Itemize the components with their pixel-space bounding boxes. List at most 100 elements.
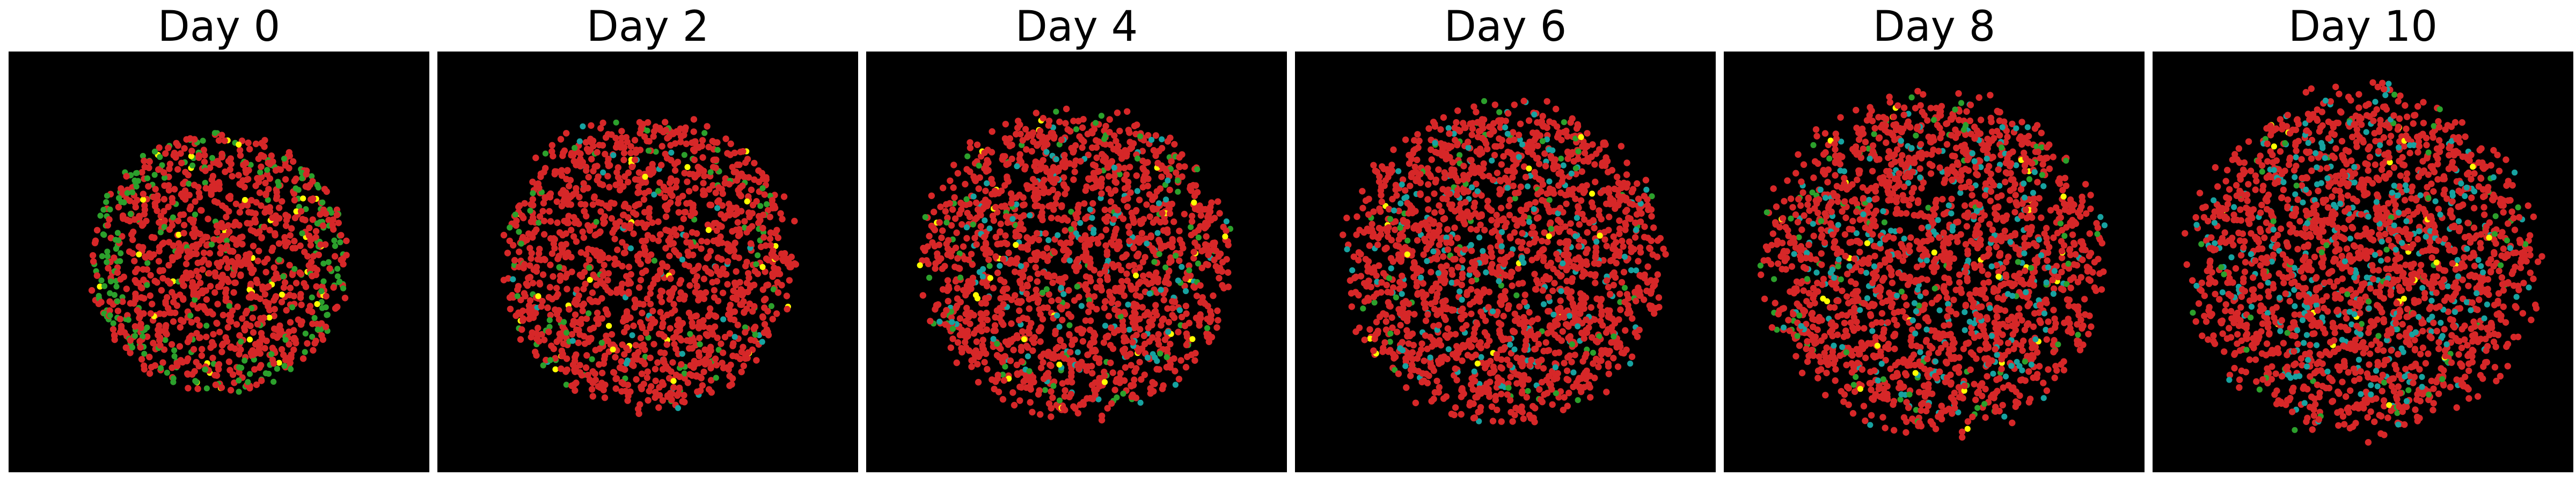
cell-dot: [256, 228, 263, 235]
cell-dot: [735, 254, 742, 261]
cell-dot: [587, 276, 593, 283]
cell-dot: [211, 371, 218, 379]
cell-dot: [1388, 314, 1395, 321]
cell-dot: [730, 246, 737, 253]
cell-dot: [543, 356, 550, 364]
cell-dot: [306, 224, 313, 231]
cell-dot: [553, 284, 560, 292]
cell-dot: [1494, 406, 1501, 413]
cell-dot: [1133, 172, 1140, 179]
cell-dot: [552, 355, 559, 362]
cell-dot: [1051, 272, 1058, 280]
cell-dot: [1121, 185, 1129, 192]
cell-dot: [298, 301, 305, 309]
cell-dot: [791, 260, 798, 267]
cell-dot: [705, 143, 712, 151]
cell-dot: [706, 305, 714, 312]
cell-dot: [514, 293, 521, 299]
cell-dot: [246, 145, 253, 153]
cell-dot: [638, 370, 646, 377]
cell-dot: [1204, 214, 1211, 221]
cell-dot: [948, 247, 955, 255]
cell-dot: [333, 304, 340, 311]
cell-dot: [594, 309, 601, 317]
cell-dot: [1036, 128, 1044, 135]
cell-dot: [690, 201, 697, 208]
cell-dot: [250, 243, 257, 250]
cell-dot: [1127, 189, 1134, 196]
cell-dot: [103, 199, 109, 206]
cell-dot: [648, 251, 655, 258]
cell-dot: [636, 401, 643, 408]
cell-dot: [712, 164, 719, 171]
cell-dot: [193, 283, 200, 290]
cell-dot: [225, 278, 232, 286]
cell-dot: [1211, 257, 1218, 264]
cell-dot: [97, 283, 103, 290]
cell-dot: [969, 274, 977, 282]
cell-dot: [991, 385, 998, 393]
cell-dot: [270, 297, 277, 304]
cell-dot: [1578, 388, 1585, 396]
cell-dot: [1532, 199, 1539, 206]
cell-dot: [1104, 273, 1111, 281]
cell-dot: [996, 314, 1003, 322]
cell-dot: [679, 350, 685, 357]
cell-dot: [1159, 136, 1165, 143]
cell-dot: [596, 257, 603, 264]
cell-dot: [282, 211, 289, 218]
cell-dot: [633, 376, 640, 383]
cell-dot: [700, 191, 707, 198]
cell-dot: [1102, 334, 1110, 341]
cell-dot: [107, 290, 113, 296]
cell-dot: [581, 268, 588, 276]
cell-dot: [105, 265, 112, 272]
cell-dot: [669, 192, 676, 199]
cell-dot: [304, 340, 311, 347]
cell-dot: [1413, 283, 1420, 290]
cell-dot: [1007, 190, 1015, 197]
cell-dot: [1183, 310, 1190, 317]
cell-dot: [658, 331, 665, 338]
cell-dot: [683, 200, 690, 207]
cell-dot: [1589, 191, 1596, 197]
cell-dot: [300, 195, 306, 202]
cell-dot: [731, 334, 738, 340]
cell-dot: [1476, 418, 1482, 425]
cell-dot: [1055, 353, 1063, 360]
cell-dot: [229, 173, 236, 180]
cell-dot: [984, 365, 991, 373]
cell-dot: [572, 296, 579, 303]
cell-dot: [338, 232, 345, 239]
cell-dot: [1591, 161, 1598, 168]
cell-dot: [675, 405, 681, 412]
cell-dot: [763, 176, 770, 183]
cell-dot: [705, 386, 713, 393]
cell-dot: [309, 334, 316, 340]
cell-dot: [1009, 389, 1016, 396]
cell-dot: [564, 217, 570, 224]
cell-dot: [1068, 226, 1074, 232]
cell-dot: [1050, 351, 1057, 358]
cell-dot: [1121, 309, 1128, 316]
cell-dot: [705, 227, 712, 233]
cell-dot: [568, 226, 575, 233]
cell-dot: [1001, 279, 1008, 286]
cell-dot: [982, 350, 990, 357]
cell-dot: [203, 241, 210, 249]
cell-dot: [759, 339, 765, 345]
cell-dot: [1005, 160, 1012, 167]
cell-dot: [567, 201, 574, 208]
cell-dot: [773, 226, 780, 233]
cell-dot: [330, 216, 336, 223]
cell-dot: [1067, 349, 1074, 356]
cell-dot: [165, 182, 172, 189]
cell-dot: [1469, 125, 1476, 133]
cell-dot: [290, 346, 297, 353]
cell-dot: [1121, 164, 1128, 172]
cell-dot: [236, 377, 242, 384]
cell-dot: [727, 316, 734, 323]
cell-dot: [1207, 203, 1214, 210]
cell-dot: [156, 144, 163, 151]
cell-dot: [1125, 262, 1132, 269]
